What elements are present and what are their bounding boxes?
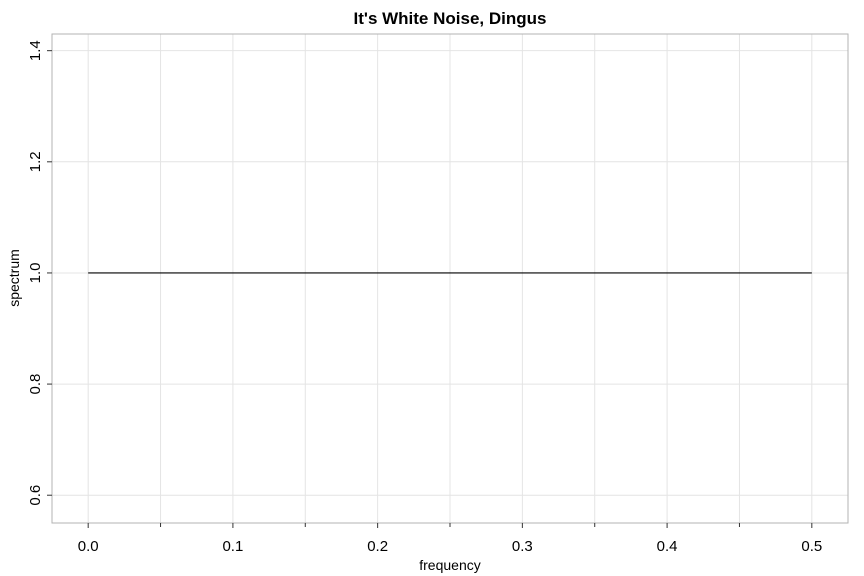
y-tick-label: 1.2 <box>27 151 44 172</box>
y-tick-label: 1.0 <box>27 263 44 284</box>
x-axis: 0.0 0.1 0.2 0.3 0.4 0.5 <box>78 523 822 555</box>
x-tick-label: 0.4 <box>657 538 678 555</box>
x-tick-label: 0.1 <box>222 538 243 555</box>
y-tick-label: 0.8 <box>27 374 44 395</box>
gridlines <box>52 34 848 523</box>
y-axis: 0.6 0.8 1.0 1.2 1.4 <box>27 40 52 506</box>
x-axis-label: frequency <box>419 557 480 573</box>
x-tick-label: 0.5 <box>801 538 822 555</box>
y-tick-label: 0.6 <box>27 485 44 506</box>
chart-title: It's White Noise, Dingus <box>354 9 547 28</box>
x-tick-label: 0.3 <box>512 538 533 555</box>
x-tick-label: 0.0 <box>78 538 99 555</box>
y-axis-label: spectrum <box>6 249 22 307</box>
y-tick-label: 1.4 <box>27 40 44 61</box>
x-tick-label: 0.2 <box>367 538 388 555</box>
